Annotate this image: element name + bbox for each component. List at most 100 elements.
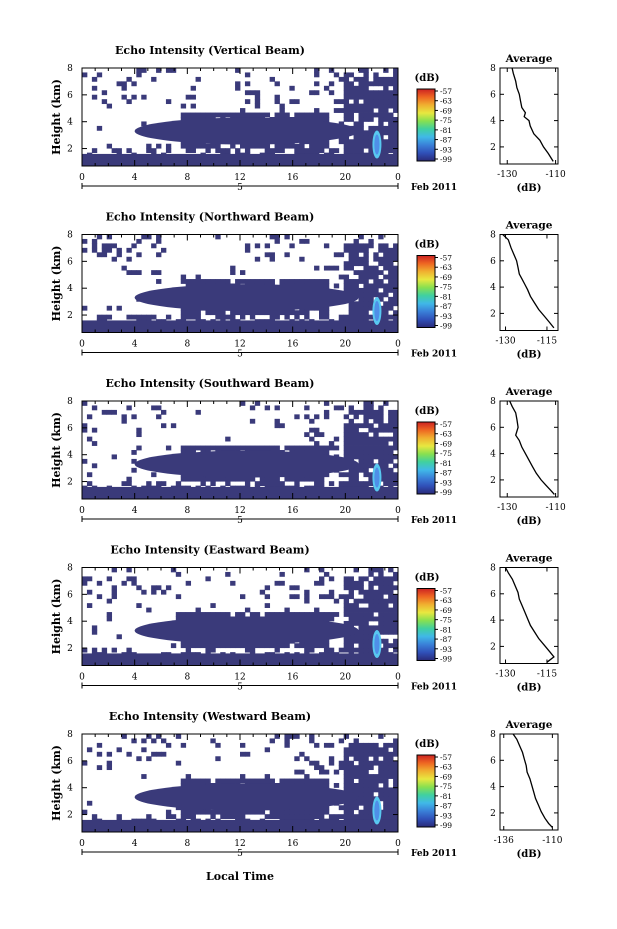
echo-cell: [151, 589, 157, 595]
colorbar-tick-label: -81: [440, 459, 452, 468]
echo-cell: [388, 620, 394, 626]
echo-cell: [393, 598, 399, 604]
echo-cell: [215, 476, 221, 482]
echo-cell: [358, 585, 364, 591]
echo-cell: [141, 234, 147, 240]
echo-cell: [225, 481, 231, 487]
echo-cell: [131, 94, 137, 100]
echo-cell: [299, 814, 305, 820]
colorbar-tick-label: -63: [440, 763, 452, 772]
echo-cell: [314, 427, 320, 433]
echo-cell: [388, 76, 394, 82]
echo-cell: [378, 778, 384, 784]
echo-cell: [304, 594, 310, 600]
echo-cell: [368, 778, 374, 784]
echo-cell: [210, 481, 216, 487]
echo-cell: [383, 769, 389, 775]
echo-cell: [323, 769, 330, 775]
echo-cell: [304, 450, 310, 455]
colorbar-tick-label: -69: [440, 606, 452, 615]
echo-cell: [328, 616, 335, 622]
echo-cell: [378, 76, 384, 82]
echo-cell: [358, 247, 364, 253]
avg-y-tick-label: 6: [490, 423, 496, 433]
echo-cell: [304, 405, 310, 411]
echo-cell: [388, 589, 394, 595]
echo-cell: [180, 314, 187, 320]
echo-cell: [91, 427, 98, 433]
echo-cell: [274, 405, 280, 411]
echo-cell: [235, 476, 241, 482]
echo-cell: [333, 283, 340, 289]
colorbar-unit: (dB): [415, 739, 440, 750]
echo-cell: [328, 68, 335, 73]
echo-cell: [319, 305, 325, 311]
colorbar: [416, 88, 436, 162]
echo-cell: [86, 603, 93, 608]
colorbar-tick-label: -87: [440, 469, 452, 478]
echo-cell: [358, 310, 364, 316]
echo-cell: [388, 436, 394, 442]
echo-cell: [235, 778, 241, 784]
echo-cell: [348, 287, 354, 293]
echo-cell: [353, 756, 359, 762]
echo-cell: [368, 148, 374, 154]
echo-cell: [368, 571, 374, 577]
echo-cell: [383, 139, 389, 145]
echo-cell: [373, 287, 379, 293]
echo-cell: [348, 620, 354, 626]
echo-cell: [373, 125, 379, 131]
echo-cell: [299, 783, 305, 788]
echo-cell: [358, 598, 364, 604]
y-tick-label: 6: [67, 590, 73, 600]
echo-cell: [368, 567, 374, 573]
echo-cell: [373, 427, 379, 433]
echo-cell: [393, 274, 399, 280]
echo-cell: [254, 778, 261, 784]
echo-cell: [388, 629, 394, 635]
echo-cell: [126, 76, 132, 82]
echo-cell: [363, 472, 369, 478]
echo-cell: [348, 800, 354, 806]
echo-cell: [343, 765, 350, 771]
echo-cell: [136, 427, 142, 433]
echo-cell: [388, 99, 394, 105]
echo-cell: [309, 738, 315, 744]
echo-cell: [299, 751, 305, 757]
avg-y-tick-label: 2: [490, 476, 496, 486]
x-tick-label: 16: [287, 173, 299, 183]
echo-cell: [304, 117, 310, 122]
echo-cell: [136, 238, 142, 244]
echo-cell: [368, 796, 374, 802]
echo-cell: [200, 476, 206, 482]
echo-cell: [82, 580, 88, 586]
colorbar-unit: (dB): [415, 406, 440, 417]
y-tick-label: 2: [67, 478, 73, 488]
echo-ground-layer: [82, 653, 398, 666]
echo-cell: [284, 252, 290, 258]
echo-cell: [358, 130, 364, 136]
echo-cell: [299, 809, 305, 815]
echo-cell: [328, 756, 335, 762]
echo-cell: [378, 441, 384, 446]
echo-cell: [388, 134, 394, 140]
echo-cell: [358, 81, 364, 87]
echo-cell: [294, 99, 300, 105]
echo-cell: [373, 409, 379, 415]
echo-cell: [249, 112, 256, 118]
echo-cell: [368, 589, 374, 595]
echo-cell: [378, 603, 384, 608]
echo-cell: [156, 481, 162, 487]
echo-cell: [348, 436, 354, 442]
echo-cell: [373, 454, 379, 460]
echo-cell: [195, 445, 201, 451]
echo-cell: [240, 742, 246, 748]
echo-cell: [111, 589, 117, 595]
echo-cell: [348, 117, 354, 122]
echo-cell: [190, 778, 196, 784]
echo-cell: [323, 279, 330, 284]
echo-cell: [151, 243, 157, 249]
echo-cell: [249, 90, 256, 96]
echo-cell: [230, 310, 236, 316]
x-tick-label: 0: [395, 340, 401, 350]
